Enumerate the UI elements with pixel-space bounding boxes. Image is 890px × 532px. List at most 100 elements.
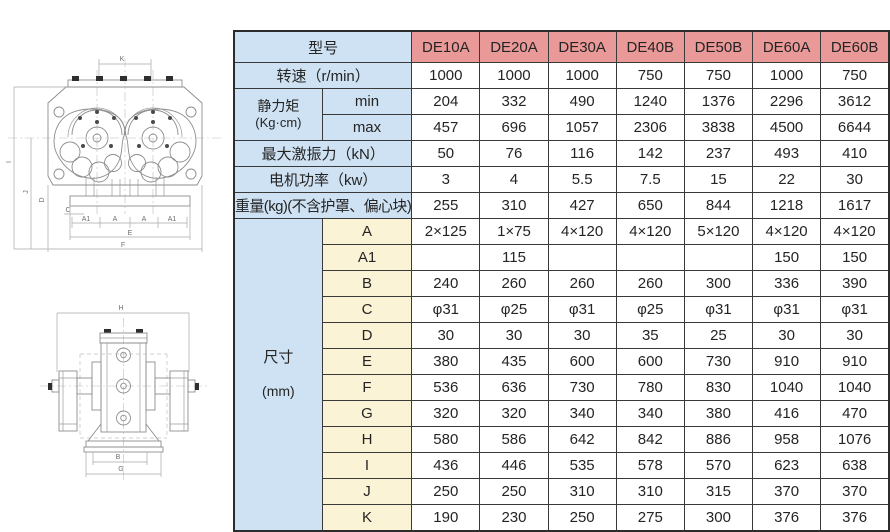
value-cell: 910 xyxy=(820,348,890,375)
sub-label: K xyxy=(321,504,413,532)
weight-hole xyxy=(88,161,110,183)
value-cell: 260 xyxy=(547,270,617,297)
sub-label: I xyxy=(321,452,413,479)
weight-hole xyxy=(71,156,93,178)
group-label: 静力矩 (Kg·cm) xyxy=(233,88,323,141)
sub-label: J xyxy=(321,478,413,505)
value-cell: 300 xyxy=(683,504,754,532)
sub-label: D xyxy=(321,322,413,349)
shaft-hub-right xyxy=(141,126,165,150)
value-cell: 750 xyxy=(615,62,685,89)
value-cell: 116 xyxy=(547,140,617,167)
value-cell: 886 xyxy=(683,426,754,453)
value-cell: 1×75 xyxy=(479,218,549,245)
value-cell: 1040 xyxy=(820,374,890,401)
dim-label-B: B xyxy=(116,454,121,461)
dim-label-F: F xyxy=(121,242,125,249)
value-cell: 830 xyxy=(683,374,754,401)
value-cell: 1617 xyxy=(820,192,890,219)
dim-label-C: C xyxy=(65,207,70,214)
eccentric-plate-left xyxy=(53,108,126,179)
value-cell: 2×125 xyxy=(411,218,481,245)
base-flange xyxy=(83,446,164,453)
weight-hole xyxy=(140,161,162,183)
model-de10a: DE10A xyxy=(411,30,481,63)
value-cell: 190 xyxy=(411,504,481,532)
value-cell: 493 xyxy=(752,140,822,167)
dim-label-I: I xyxy=(6,161,13,163)
value-cell: 580 xyxy=(411,426,481,453)
weight-hole xyxy=(104,154,122,172)
value-cell: 310 xyxy=(547,478,617,505)
value-cell: 35 xyxy=(615,322,685,349)
sub-label: min xyxy=(321,88,413,115)
weight-hole xyxy=(128,154,146,172)
value-cell: 150 xyxy=(752,244,822,271)
bolt-icon xyxy=(166,76,173,81)
sub-label: F xyxy=(321,374,413,401)
bolt-icon xyxy=(48,383,52,390)
value-cell xyxy=(683,244,754,271)
base-strip xyxy=(69,195,191,207)
value-cell: 1000 xyxy=(547,62,617,89)
value-cell: 260 xyxy=(479,270,549,297)
corner-hole xyxy=(185,106,197,118)
value-cell: 30 xyxy=(752,322,822,349)
value-cell: 250 xyxy=(411,478,481,505)
value-cell: 370 xyxy=(820,478,890,505)
value-cell: 4×120 xyxy=(615,218,685,245)
value-cell: 2306 xyxy=(615,114,685,141)
value-cell: 142 xyxy=(615,140,685,167)
value-cell: φ31 xyxy=(683,296,754,323)
value-cell: 1000 xyxy=(411,62,481,89)
dim-label-A1-left: A1 xyxy=(82,216,91,223)
value-cell: 150 xyxy=(820,244,890,271)
value-cell: 76 xyxy=(479,140,549,167)
value-cell xyxy=(411,244,481,271)
value-cell: 586 xyxy=(479,426,549,453)
model-de30a: DE30A xyxy=(547,30,617,63)
value-cell: 1040 xyxy=(752,374,822,401)
value-cell: 376 xyxy=(752,504,822,532)
value-cell: 25 xyxy=(683,322,754,349)
value-cell: 535 xyxy=(547,452,617,479)
value-cell: 570 xyxy=(683,452,754,479)
value-cell: 204 xyxy=(411,88,481,115)
value-cell: 310 xyxy=(615,478,685,505)
value-cell: φ31 xyxy=(411,296,481,323)
value-cell: 730 xyxy=(547,374,617,401)
housing-outline xyxy=(47,86,203,186)
value-cell: 958 xyxy=(752,426,822,453)
sub-label: A xyxy=(321,218,413,245)
value-cell: 2296 xyxy=(752,88,822,115)
value-cell: 842 xyxy=(615,426,685,453)
value-cell: 4×120 xyxy=(752,218,822,245)
value-cell: 650 xyxy=(615,192,685,219)
sub-label: E xyxy=(321,348,413,375)
value-cell: 380 xyxy=(411,348,481,375)
dim-label-A-left: A xyxy=(113,216,118,223)
value-cell: 578 xyxy=(615,452,685,479)
value-cell: 1218 xyxy=(752,192,822,219)
value-cell: 230 xyxy=(479,504,549,532)
value-cell: 22 xyxy=(752,166,822,193)
value-cell: 4×120 xyxy=(547,218,617,245)
spec-table: 型号 DE10A DE20A DE30A DE40B DE50B DE60A DE60B 转速（… xyxy=(233,30,890,532)
model-de40b: DE40B xyxy=(615,30,685,63)
model-de20a: DE20A xyxy=(479,30,549,63)
body-bolt xyxy=(116,410,131,426)
row-label: 重量(kg)(不含护罩、偏心块) xyxy=(233,192,413,219)
group-label: 尺寸 (mm) xyxy=(233,218,323,532)
value-cell: φ25 xyxy=(615,296,685,323)
value-cell: 410 xyxy=(820,140,890,167)
value-cell: 260 xyxy=(615,270,685,297)
sub-label: max xyxy=(321,114,413,141)
model-de50b: DE50B xyxy=(683,30,754,63)
value-cell: 240 xyxy=(411,270,481,297)
bolt-icon xyxy=(72,76,79,81)
value-cell: 370 xyxy=(752,478,822,505)
shaft-hub-left xyxy=(85,126,109,150)
top-view-drawing: K xyxy=(6,56,224,252)
value-cell: 310 xyxy=(479,192,549,219)
value-cell: 237 xyxy=(683,140,754,167)
